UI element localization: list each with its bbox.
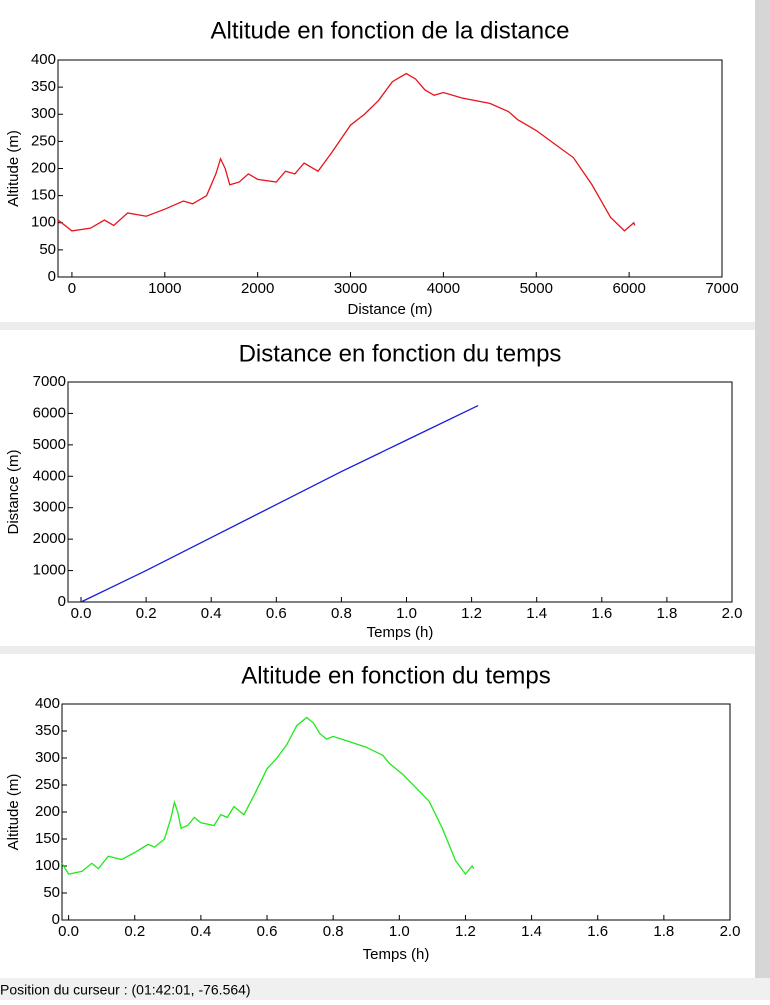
- y-tick-label: 50: [43, 884, 60, 901]
- x-tick-label: 0.6: [257, 923, 278, 940]
- plot-frame: [61, 703, 731, 921]
- y-tick-label: 250: [31, 132, 56, 149]
- side-window: [755, 0, 770, 1000]
- y-tick-label: 0: [58, 593, 66, 610]
- x-tick-label: 1.4: [521, 923, 542, 940]
- x-tick-label: 1.6: [587, 923, 608, 940]
- x-tick-label: 0.2: [124, 923, 145, 940]
- y-axis-label: Altitude (m): [5, 130, 22, 207]
- y-axis-label: Distance (m): [5, 449, 22, 534]
- x-tick-label: 1.8: [653, 923, 674, 940]
- y-tick-label: 200: [31, 159, 56, 176]
- x-tick-label: 0: [68, 280, 76, 297]
- y-tick-label: 2000: [33, 530, 66, 547]
- plot-frame: [57, 59, 723, 278]
- x-tick-label: 0.6: [266, 605, 287, 622]
- separator: [0, 646, 755, 654]
- y-tick-label: 6000: [33, 404, 66, 421]
- x-tick-label: 0.8: [331, 605, 352, 622]
- y-tick-label: 5000: [33, 436, 66, 453]
- x-tick-label: 1.0: [396, 605, 417, 622]
- y-tick-label: 250: [35, 776, 60, 793]
- status-bar-bg: [0, 978, 770, 1000]
- y-tick-label: 150: [35, 830, 60, 847]
- data-line: [80, 404, 479, 603]
- data-line: [61, 716, 475, 876]
- x-tick-label: 1.2: [461, 605, 482, 622]
- y-tick-label: 350: [35, 722, 60, 739]
- x-tick-label: 1.6: [591, 605, 612, 622]
- x-tick-label: 0.2: [136, 605, 157, 622]
- y-tick-label: 0: [52, 911, 60, 928]
- x-tick-label: 1.2: [455, 923, 476, 940]
- x-tick-label: 1.0: [389, 923, 410, 940]
- x-tick-label: 0.0: [71, 605, 92, 622]
- x-tick-label: 4000: [427, 280, 460, 297]
- y-tick-label: 350: [31, 78, 56, 95]
- x-tick-label: 1.4: [526, 605, 547, 622]
- x-tick-label: 2.0: [722, 605, 743, 622]
- chart-title: Distance en fonction du temps: [239, 340, 562, 367]
- x-tick-label: 2.0: [720, 923, 741, 940]
- y-tick-label: 100: [31, 214, 56, 231]
- x-tick-label: 0.8: [323, 923, 344, 940]
- x-tick-label: 6000: [612, 280, 645, 297]
- chart-title: Altitude en fonction du temps: [241, 662, 551, 689]
- x-tick-label: 0.0: [58, 923, 79, 940]
- y-tick-label: 400: [31, 51, 56, 68]
- chart-title: Altitude en fonction de la distance: [211, 17, 570, 44]
- x-tick-label: 1000: [148, 280, 181, 297]
- status-bar: Position du curseur : (01:42:01, -76.564…: [0, 982, 251, 998]
- y-tick-label: 300: [35, 749, 60, 766]
- x-tick-label: 5000: [520, 280, 553, 297]
- y-axis-label: Altitude (m): [5, 774, 22, 851]
- x-tick-label: 2000: [241, 280, 274, 297]
- x-tick-label: 3000: [334, 280, 367, 297]
- y-tick-label: 150: [31, 187, 56, 204]
- x-axis-label: Temps (h): [367, 624, 434, 641]
- y-tick-label: 50: [39, 241, 56, 258]
- y-tick-label: 300: [31, 105, 56, 122]
- x-axis-label: Distance (m): [347, 301, 432, 318]
- data-line: [57, 72, 636, 232]
- y-tick-label: 7000: [33, 373, 66, 390]
- y-tick-label: 0: [48, 268, 56, 285]
- x-axis-label: Temps (h): [363, 946, 430, 963]
- separator: [0, 322, 755, 330]
- y-tick-label: 100: [35, 857, 60, 874]
- y-tick-label: 3000: [33, 499, 66, 516]
- x-tick-label: 1.8: [656, 605, 677, 622]
- plot-frame: [67, 381, 733, 603]
- y-tick-label: 4000: [33, 467, 66, 484]
- y-tick-label: 1000: [33, 562, 66, 579]
- x-tick-label: 7000: [705, 280, 738, 297]
- y-tick-label: 400: [35, 695, 60, 712]
- y-tick-label: 200: [35, 803, 60, 820]
- x-tick-label: 0.4: [201, 605, 222, 622]
- x-tick-label: 0.4: [190, 923, 211, 940]
